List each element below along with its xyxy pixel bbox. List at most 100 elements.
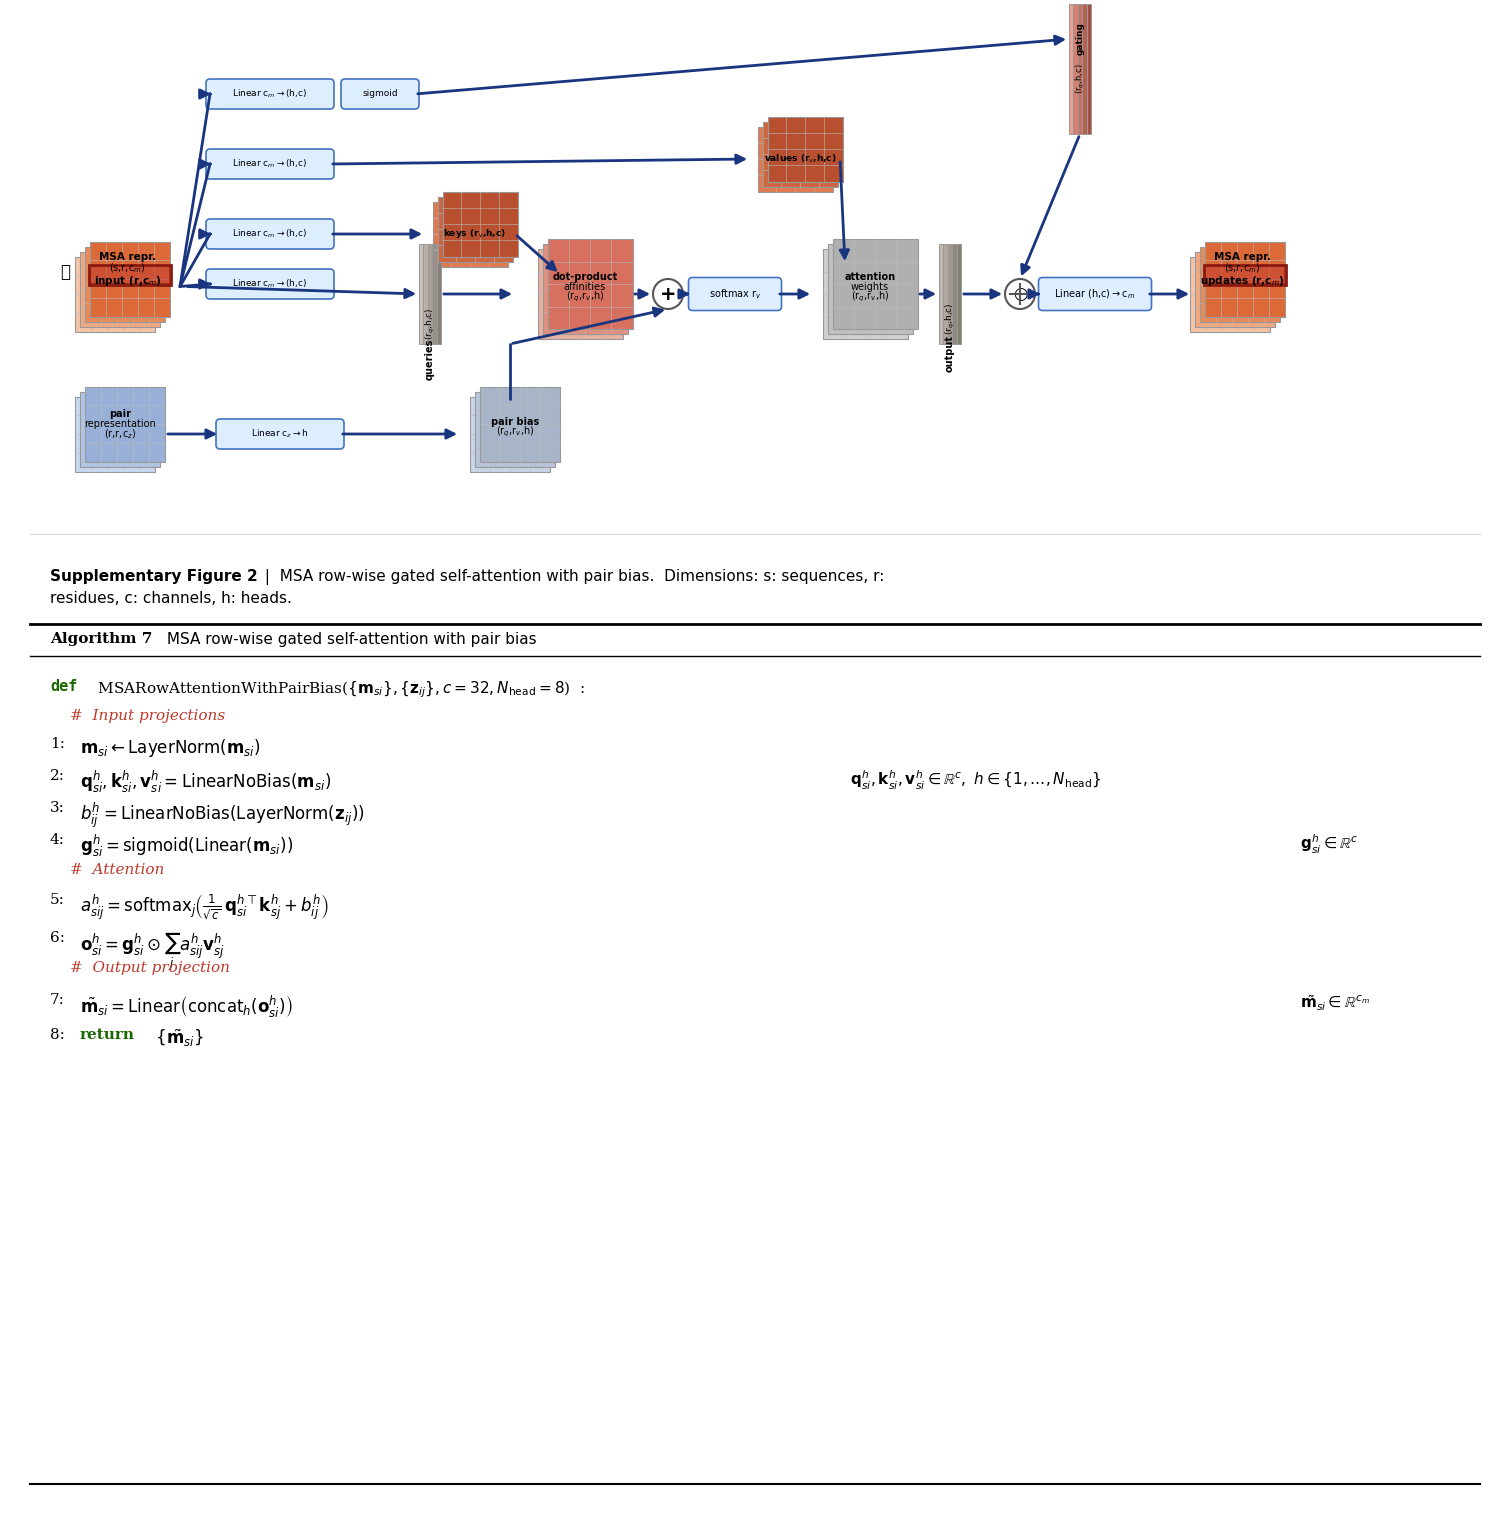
Text: $\mathbf{q}^h_{si}, \mathbf{k}^h_{si}, \mathbf{v}^h_{si} = \mathrm{LinearNoBias}: $\mathbf{q}^h_{si}, \mathbf{k}^h_{si}, \… <box>80 769 331 795</box>
Text: (r$_q$,h,c): (r$_q$,h,c) <box>943 303 957 335</box>
Text: Linear c$_m$$\rightarrow$(h,c): Linear c$_m$$\rightarrow$(h,c) <box>233 157 307 170</box>
Text: 5:: 5: <box>50 893 65 907</box>
Text: Linear (h,c)$\rightarrow$c$_m$: Linear (h,c)$\rightarrow$c$_m$ <box>1054 288 1136 301</box>
Bar <box>91 266 169 285</box>
Text: pair bias: pair bias <box>491 416 540 427</box>
Text: weights: weights <box>851 282 889 292</box>
Text: MSA repr.: MSA repr. <box>1214 251 1272 262</box>
FancyBboxPatch shape <box>206 79 334 109</box>
Bar <box>833 239 918 329</box>
Text: Linear c$_z$$\rightarrow$h: Linear c$_z$$\rightarrow$h <box>251 428 308 441</box>
Bar <box>1201 247 1281 321</box>
Text: $\mathbf{g}^h_{si} = \mathrm{sigmoid}\left(\mathrm{Linear}(\mathbf{m}_{si})\righ: $\mathbf{g}^h_{si} = \mathrm{sigmoid}\le… <box>80 833 293 860</box>
FancyBboxPatch shape <box>216 419 345 450</box>
Bar <box>1083 5 1087 135</box>
Bar <box>1074 5 1078 135</box>
Text: (r$_q$,r$_v$,h): (r$_q$,r$_v$,h) <box>851 289 889 304</box>
Text: $\mathbf{g}^h_{si} \in \mathbb{R}^c$: $\mathbf{g}^h_{si} \in \mathbb{R}^c$ <box>1300 833 1358 857</box>
Bar <box>76 397 156 471</box>
Bar <box>1069 5 1074 135</box>
FancyBboxPatch shape <box>342 79 419 109</box>
Bar <box>432 244 437 344</box>
Text: (s,r,c$_m$): (s,r,c$_m$) <box>1225 262 1261 276</box>
Text: keys (r$_v$,h,c): keys (r$_v$,h,c) <box>443 227 507 241</box>
Text: affinities: affinities <box>564 282 606 292</box>
Text: 7:: 7: <box>50 993 65 1007</box>
Bar <box>91 242 169 316</box>
Bar <box>1205 242 1285 316</box>
Bar <box>768 117 842 182</box>
Bar <box>470 397 550 471</box>
Text: $\mathbf{o}^h_{si} = \mathbf{g}^h_{si} \odot \sum_j a^h_{sij} \mathbf{v}^h_{sj}$: $\mathbf{o}^h_{si} = \mathbf{g}^h_{si} \… <box>80 931 225 974</box>
Text: softmax r$_v$: softmax r$_v$ <box>709 288 762 301</box>
FancyBboxPatch shape <box>206 269 334 298</box>
Text: #  Attention: # Attention <box>70 863 165 877</box>
Text: updates (r,c$_m$): updates (r,c$_m$) <box>1201 274 1285 289</box>
Text: (r$_q$,r$_v$,h): (r$_q$,r$_v$,h) <box>496 425 534 439</box>
Text: $\{\tilde{\mathbf{m}}_{si}\}$: $\{\tilde{\mathbf{m}}_{si}\}$ <box>145 1028 204 1049</box>
Text: #  Input projections: # Input projections <box>70 709 225 724</box>
Bar <box>443 191 517 256</box>
Text: 4:: 4: <box>50 833 65 846</box>
Text: (r$_q$,h,c): (r$_q$,h,c) <box>1074 64 1087 94</box>
Bar <box>419 244 423 344</box>
Bar <box>943 244 948 344</box>
Text: MSA row-wise gated self-attention with pair bias: MSA row-wise gated self-attention with p… <box>162 631 537 646</box>
Text: $\tilde{\mathbf{m}}_{si} \in \mathbb{R}^{c_m}$: $\tilde{\mathbf{m}}_{si} \in \mathbb{R}^… <box>1300 993 1370 1013</box>
Bar <box>762 121 838 186</box>
Bar <box>1205 266 1285 285</box>
Bar <box>939 244 943 344</box>
Bar <box>1087 5 1092 135</box>
Bar <box>80 392 160 466</box>
Text: 6:: 6: <box>50 931 65 945</box>
Bar <box>89 265 171 285</box>
Text: 3:: 3: <box>50 801 65 815</box>
Text: input (r,c$_m$): input (r,c$_m$) <box>94 274 162 289</box>
Text: 8:: 8: <box>50 1028 65 1042</box>
Text: $\mathbf{q}^h_{si}, \mathbf{k}^h_{si}, \mathbf{v}^h_{si} \in \mathbb{R}^c,\ h \i: $\mathbf{q}^h_{si}, \mathbf{k}^h_{si}, \… <box>850 769 1101 792</box>
Text: Linear c$_m$$\rightarrow$(h,c): Linear c$_m$$\rightarrow$(h,c) <box>233 227 307 241</box>
Text: queries: queries <box>425 338 435 380</box>
Text: residues, c: channels, h: heads.: residues, c: channels, h: heads. <box>50 590 292 606</box>
Bar <box>1204 265 1287 285</box>
Bar <box>479 386 559 462</box>
Bar <box>423 244 428 344</box>
Circle shape <box>653 279 683 309</box>
Bar <box>948 244 953 344</box>
Bar <box>953 244 957 344</box>
Text: values (r$_v$,h,c): values (r$_v$,h,c) <box>764 153 836 165</box>
Text: |  MSA row-wise gated self-attention with pair bias.  Dimensions: s: sequences, : | MSA row-wise gated self-attention with… <box>260 569 885 584</box>
Text: attention: attention <box>844 273 895 282</box>
Text: $a^h_{sij} = \mathrm{softmax}_j \left(\frac{1}{\sqrt{c}}\, \mathbf{q}^{h\top}_{s: $a^h_{sij} = \mathrm{softmax}_j \left(\f… <box>80 893 328 922</box>
Bar <box>1078 5 1083 135</box>
Bar <box>437 244 442 344</box>
Bar <box>85 386 165 462</box>
Text: Algorithm 7: Algorithm 7 <box>50 631 153 646</box>
Text: +: + <box>659 285 676 303</box>
Text: ○: ○ <box>1013 285 1027 303</box>
FancyBboxPatch shape <box>688 277 782 310</box>
Text: $b^h_{ij} = \mathrm{LinearNoBias}(\mathrm{LayerNorm}(\mathbf{z}_{ij}))$: $b^h_{ij} = \mathrm{LinearNoBias}(\mathr… <box>80 801 364 830</box>
Text: dot-product: dot-product <box>552 273 617 282</box>
Bar <box>428 244 432 344</box>
Text: (s,r,c$_m$): (s,r,c$_m$) <box>109 262 145 276</box>
Bar <box>76 256 156 332</box>
Text: MSARowAttentionWithPairBias($\{\mathbf{m}_{si}\}, \{\mathbf{z}_{ij}\}, c = 32, N: MSARowAttentionWithPairBias($\{\mathbf{m… <box>88 678 585 699</box>
FancyBboxPatch shape <box>206 220 334 248</box>
Text: $\tilde{\mathbf{m}}_{si} = \mathrm{Linear}\left(\mathrm{concat}_h(\mathbf{o}^h_{: $\tilde{\mathbf{m}}_{si} = \mathrm{Linea… <box>80 993 293 1019</box>
Text: #  Output projection: # Output projection <box>70 961 230 975</box>
Bar <box>432 201 508 266</box>
Text: representation: representation <box>85 419 156 428</box>
Text: def: def <box>50 678 77 693</box>
Text: Linear c$_m$$\rightarrow$(h,c): Linear c$_m$$\rightarrow$(h,c) <box>233 277 307 291</box>
Bar <box>823 248 907 339</box>
FancyBboxPatch shape <box>1039 277 1152 310</box>
Text: 1:: 1: <box>50 737 65 751</box>
FancyBboxPatch shape <box>206 148 334 179</box>
Bar <box>1194 251 1275 327</box>
Text: return: return <box>80 1028 135 1042</box>
Circle shape <box>1005 279 1036 309</box>
Text: gating: gating <box>1075 23 1084 56</box>
Bar <box>80 251 160 327</box>
Bar <box>543 244 627 335</box>
